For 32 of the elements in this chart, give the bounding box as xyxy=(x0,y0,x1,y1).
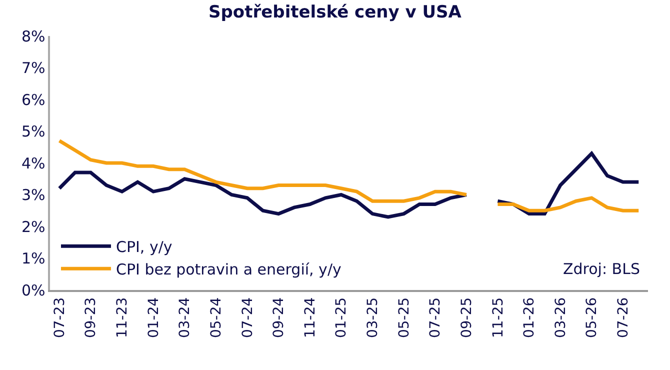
x-tick-label: 07-26 xyxy=(616,297,632,338)
y-tick-label: 6% xyxy=(21,90,46,109)
legend-label: CPI, y/y xyxy=(116,238,172,256)
x-tick-label: 09-25 xyxy=(458,297,475,338)
x-tick-label: 01-26 xyxy=(522,297,538,338)
y-tick-label: 4% xyxy=(21,154,46,172)
y-tick-label: 7% xyxy=(21,59,46,77)
x-tick-label: 09-23 xyxy=(83,297,100,338)
x-tick-label: 05-24 xyxy=(208,297,224,338)
x-tick-label: 03-25 xyxy=(365,297,382,338)
legend-label: CPI bez potravin a energií, y/y xyxy=(116,260,342,279)
x-tick-label: 11-23 xyxy=(114,297,131,338)
x-tick-label: 07-23 xyxy=(52,297,68,338)
y-tick-label: 3% xyxy=(21,186,46,204)
x-tick-label: 01-24 xyxy=(146,297,162,338)
x-tick-label: 11-24 xyxy=(302,297,318,338)
y-tick-label: 1% xyxy=(21,250,46,268)
x-tick-label: 05-25 xyxy=(396,297,412,338)
x-tick-label: 07-24 xyxy=(240,297,256,338)
y-tick-label: 2% xyxy=(21,218,46,236)
annotation: Zdroj: BLS xyxy=(563,260,640,278)
y-tick-label: 5% xyxy=(21,122,46,140)
x-tick-label: 03-26 xyxy=(552,297,569,338)
y-tick-label: 8% xyxy=(21,27,46,46)
chart-title: Spotřebitelské ceny v USA xyxy=(208,2,462,22)
x-tick-label: 09-24 xyxy=(271,297,288,338)
x-tick-label: 11-25 xyxy=(490,297,506,338)
x-tick-label: 03-24 xyxy=(177,297,194,338)
x-tick-label: 07-25 xyxy=(428,297,444,338)
x-tick-label: 01-25 xyxy=(334,297,350,338)
y-tick-label: 0% xyxy=(21,281,46,300)
x-tick-label: 05-26 xyxy=(584,297,600,338)
